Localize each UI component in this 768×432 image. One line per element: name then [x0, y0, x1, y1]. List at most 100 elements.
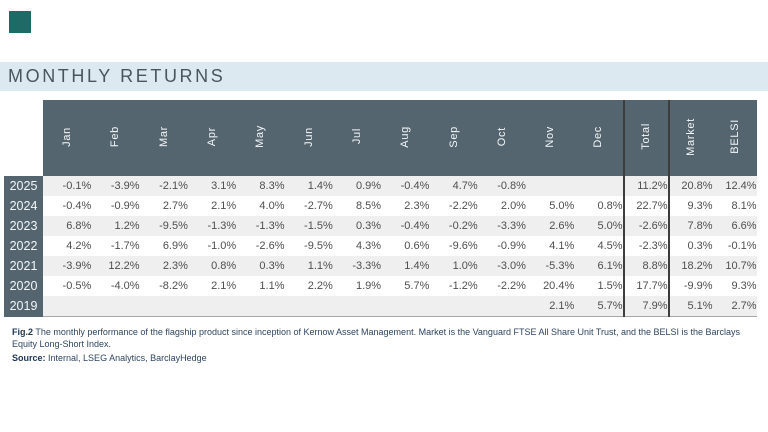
- belsi-cell: 2.7%: [712, 296, 757, 317]
- return-cell-dec: 0.8%: [574, 196, 624, 216]
- return-cell-sep: -0.2%: [429, 216, 478, 236]
- return-cell-jun: [284, 296, 333, 317]
- return-cell-apr: 2.1%: [187, 196, 237, 216]
- monthly-returns-table: Jan Feb Mar Apr May Jun Jul Aug Sep Oct Nov Dec Tota…: [4, 100, 757, 317]
- month-header-jan-label: Jan: [61, 126, 74, 147]
- month-header-sep: Sep: [429, 100, 478, 176]
- return-cell-sep: -2.2%: [429, 196, 478, 216]
- return-cell-sep: 1.0%: [429, 256, 478, 276]
- return-cell-aug: 2.3%: [381, 196, 430, 216]
- return-cell-nov: [525, 176, 575, 196]
- return-cell-feb: 1.2%: [91, 216, 140, 236]
- section-title-bar: MONTHLY RETURNS: [0, 62, 768, 91]
- caption-text: Fig.2 The monthly performance of the fla…: [12, 327, 750, 350]
- return-cell-feb: -0.9%: [91, 196, 140, 216]
- caption-source: Source: Internal, LSEG Analytics, Barcla…: [12, 353, 750, 365]
- month-header-may-label: May: [254, 125, 267, 148]
- return-cell-mar: 2.3%: [139, 256, 188, 276]
- return-cell-aug: [381, 296, 430, 317]
- month-header-apr-label: Apr: [206, 126, 219, 147]
- return-cell-jul: 8.5%: [332, 196, 382, 216]
- market-cell: 0.3%: [667, 236, 713, 256]
- table-row-2023: 2023 6.8% 1.2% -9.5% -1.3% -1.3% -1.5% 0.3% -0.4…: [4, 216, 757, 236]
- brand-square-logo: [9, 11, 31, 33]
- month-header-nov: Nov: [525, 100, 575, 176]
- return-cell-feb: -4.0%: [91, 276, 140, 296]
- return-cell-nov: 2.6%: [525, 216, 575, 236]
- month-header-jun-label: Jun: [302, 126, 315, 147]
- return-cell-jul: [332, 296, 382, 317]
- return-cell-jan: -3.9%: [43, 256, 92, 276]
- return-cell-oct: -3.3%: [477, 216, 526, 236]
- return-cell-sep: -1.2%: [429, 276, 478, 296]
- return-cell-jul: 1.9%: [332, 276, 382, 296]
- belsi-cell: -0.1%: [712, 236, 757, 256]
- month-header-oct: Oct: [477, 100, 526, 176]
- month-header-jun: Jun: [284, 100, 333, 176]
- return-cell-apr: 0.8%: [187, 256, 237, 276]
- return-cell-aug: -0.4%: [381, 176, 430, 196]
- return-cell-apr: 3.1%: [187, 176, 237, 196]
- return-cell-jun: 1.1%: [284, 256, 333, 276]
- return-cell-nov: 5.0%: [525, 196, 575, 216]
- total-cell: -2.6%: [622, 216, 669, 236]
- caption-source-text: Internal, LSEG Analytics, BarclayHedge: [48, 353, 207, 363]
- year-cell: 2025: [4, 176, 43, 196]
- total-cell: 22.7%: [622, 196, 669, 216]
- return-cell-dec: 4.5%: [574, 236, 624, 256]
- total-header-label: Total: [640, 123, 653, 150]
- return-cell-oct: 2.0%: [477, 196, 526, 216]
- market-header-label: Market: [685, 117, 698, 156]
- return-cell-dec: 1.5%: [574, 276, 624, 296]
- belsi-header: BELSI: [712, 100, 757, 176]
- return-cell-feb: -1.7%: [91, 236, 140, 256]
- return-cell-sep: [429, 296, 478, 317]
- month-header-sep-label: Sep: [447, 125, 460, 148]
- return-cell-mar: 2.7%: [139, 196, 188, 216]
- return-cell-mar: -8.2%: [139, 276, 188, 296]
- month-header-feb: Feb: [91, 100, 140, 176]
- month-header-apr: Apr: [187, 100, 237, 176]
- return-cell-mar: [139, 296, 188, 317]
- caption-body: The monthly performance of the flagship …: [12, 327, 741, 349]
- return-cell-mar: -9.5%: [139, 216, 188, 236]
- month-header-nov-label: Nov: [544, 125, 557, 148]
- return-cell-jan: [43, 296, 92, 317]
- return-cell-aug: 0.6%: [381, 236, 430, 256]
- return-cell-jun: -2.7%: [284, 196, 333, 216]
- return-cell-aug: 5.7%: [381, 276, 430, 296]
- year-cell: 2024: [4, 196, 43, 216]
- month-header-aug: Aug: [381, 100, 430, 176]
- month-header-mar: Mar: [139, 100, 188, 176]
- month-header-dec: Dec: [574, 100, 624, 176]
- year-cell: 2020: [4, 276, 43, 296]
- return-cell-sep: 4.7%: [429, 176, 478, 196]
- return-cell-jul: -3.3%: [332, 256, 382, 276]
- market-header: Market: [667, 100, 713, 176]
- return-cell-may: 1.1%: [236, 276, 285, 296]
- table-row-2019: 2019 2.1% 5.7% 7.9% 5.1% 2.7%: [4, 296, 757, 317]
- month-header-dec-label: Dec: [592, 125, 605, 148]
- corner-cell: [4, 100, 43, 176]
- return-cell-may: -1.3%: [236, 216, 285, 236]
- return-cell-dec: [574, 176, 624, 196]
- caption-fig-label: Fig.2: [12, 327, 34, 337]
- total-cell: 11.2%: [622, 176, 669, 196]
- return-cell-may: [236, 296, 285, 317]
- market-cell: 20.8%: [667, 176, 713, 196]
- belsi-cell: 12.4%: [712, 176, 757, 196]
- return-cell-nov: 4.1%: [525, 236, 575, 256]
- month-header-jul: Jul: [332, 100, 382, 176]
- return-cell-mar: -2.1%: [139, 176, 188, 196]
- return-cell-jul: 4.3%: [332, 236, 382, 256]
- return-cell-may: -2.6%: [236, 236, 285, 256]
- return-cell-feb: 12.2%: [91, 256, 140, 276]
- return-cell-oct: -0.8%: [477, 176, 526, 196]
- month-header-aug-label: Aug: [399, 125, 412, 148]
- table-row-2024: 2024 -0.4% -0.9% 2.7% 2.1% 4.0% -2.7% 8.5% 2.3% -…: [4, 196, 757, 216]
- belsi-cell: 6.6%: [712, 216, 757, 236]
- figure-caption: Fig.2 The monthly performance of the fla…: [12, 327, 750, 365]
- return-cell-jun: -9.5%: [284, 236, 333, 256]
- table-row-2021: 2021 -3.9% 12.2% 2.3% 0.8% 0.3% 1.1% -3.3% 1.4% 1…: [4, 256, 757, 276]
- return-cell-nov: -5.3%: [525, 256, 575, 276]
